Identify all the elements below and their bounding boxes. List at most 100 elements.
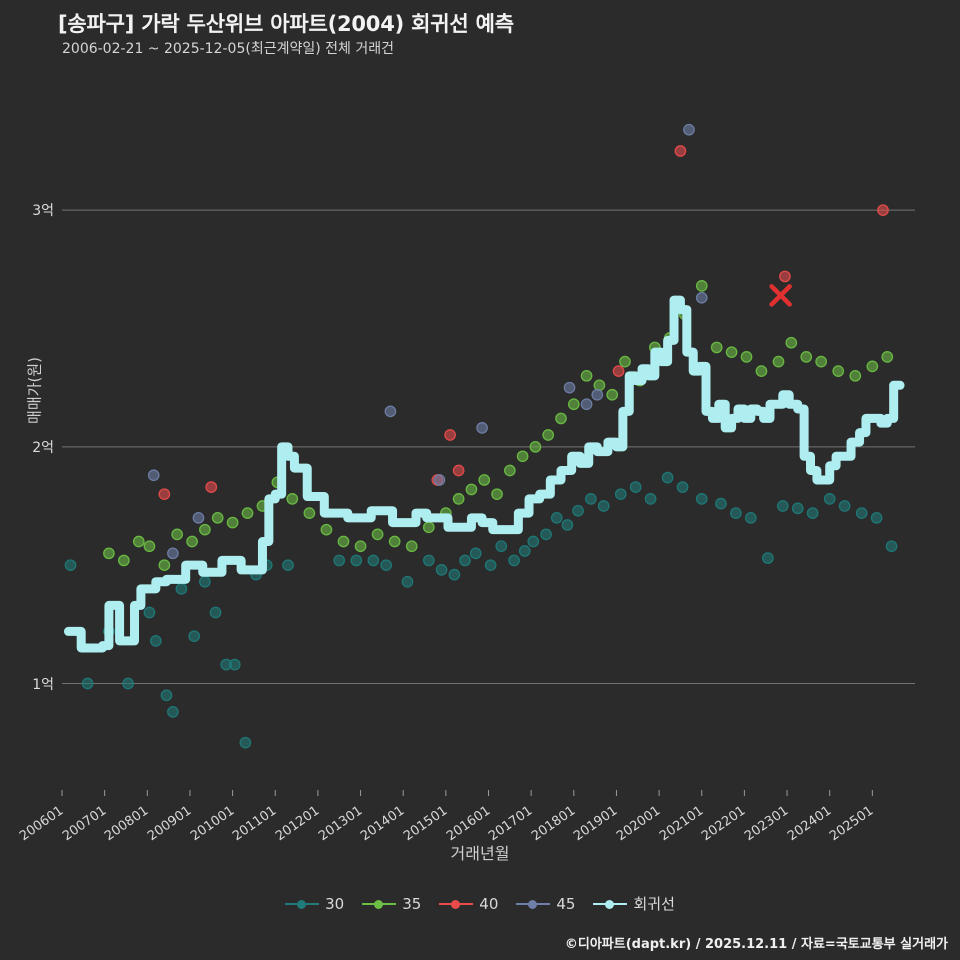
data-point xyxy=(241,507,254,519)
footer-credit: ©디아파트(dapt.kr) / 2025.12.11 / 자료=국토교통부 실… xyxy=(564,937,948,952)
data-point xyxy=(384,405,397,418)
legend-dot xyxy=(297,899,307,909)
data-point xyxy=(484,559,497,572)
data-point xyxy=(459,554,471,567)
legend-dot xyxy=(605,899,615,909)
data-point xyxy=(132,535,145,548)
data-point xyxy=(354,540,367,553)
data-point xyxy=(838,500,851,512)
data-point xyxy=(614,488,627,501)
legend-marker-icon xyxy=(516,897,551,911)
data-point xyxy=(371,528,384,541)
data-point xyxy=(785,336,798,349)
data-point xyxy=(143,540,156,553)
highlight-stroke xyxy=(769,284,792,307)
data-point xyxy=(710,341,723,354)
data-point xyxy=(877,204,889,217)
data-point xyxy=(333,554,346,567)
data-point xyxy=(730,507,742,519)
data-point xyxy=(885,540,898,553)
data-point xyxy=(103,547,115,560)
data-point xyxy=(186,535,198,548)
data-point xyxy=(303,507,316,519)
legend-dot xyxy=(374,899,384,909)
data-point xyxy=(143,606,156,619)
data-point xyxy=(779,270,791,283)
data-point xyxy=(619,355,631,368)
legend-item-회귀선[interactable]: 회귀선 xyxy=(593,893,675,914)
legend-item-35[interactable]: 35 xyxy=(362,895,421,913)
data-point xyxy=(629,481,642,493)
data-point xyxy=(563,381,576,394)
data-point xyxy=(448,568,461,581)
data-point xyxy=(350,554,363,567)
data-point xyxy=(435,564,448,576)
data-point xyxy=(444,429,456,441)
data-point xyxy=(337,535,350,548)
data-point xyxy=(286,493,299,505)
data-point xyxy=(725,346,738,359)
series-45 xyxy=(147,123,708,560)
data-point xyxy=(405,540,418,553)
page-subtitle: 2006-02-21 ~ 2025-12-05(최근계약일) 전체 거래건 xyxy=(62,41,394,57)
data-point xyxy=(401,575,414,588)
data-point xyxy=(585,493,597,505)
data-point xyxy=(540,528,552,541)
data-point xyxy=(715,497,727,510)
legend-marker-icon xyxy=(439,897,474,911)
legend-dot xyxy=(528,899,538,909)
data-point xyxy=(591,388,604,401)
data-point xyxy=(644,493,657,505)
legend-dot xyxy=(451,899,461,909)
data-point xyxy=(282,559,294,572)
data-point xyxy=(452,493,465,505)
data-point xyxy=(695,291,708,304)
data-point xyxy=(567,398,580,411)
data-point xyxy=(855,507,868,519)
data-point xyxy=(550,511,563,524)
page-title: [송파구] 가락 두산위브 아파트(2004) 회귀선 예측 xyxy=(58,12,514,36)
data-point xyxy=(529,440,542,453)
data-point xyxy=(580,398,593,411)
highlight-marker-icon xyxy=(769,284,792,307)
data-point xyxy=(367,554,380,567)
data-point xyxy=(676,481,689,493)
data-point xyxy=(612,365,625,377)
data-point xyxy=(695,493,708,505)
data-point xyxy=(572,504,584,517)
data-point xyxy=(800,351,813,363)
data-point xyxy=(823,493,836,505)
data-point xyxy=(740,351,753,363)
data-point xyxy=(762,552,774,564)
data-point xyxy=(561,519,574,531)
data-point xyxy=(849,369,862,382)
x-axis-title: 거래년월 xyxy=(450,844,510,863)
data-point xyxy=(422,521,435,534)
data-point xyxy=(478,474,491,486)
legend-item-40[interactable]: 40 xyxy=(439,895,498,913)
data-point xyxy=(542,429,555,441)
legend-item-30[interactable]: 30 xyxy=(285,895,344,913)
data-point xyxy=(117,554,130,567)
data-point xyxy=(167,547,179,560)
series-30 xyxy=(64,471,898,749)
data-point xyxy=(606,388,619,401)
data-point xyxy=(209,606,222,619)
data-point xyxy=(683,123,695,136)
legend-label: 45 xyxy=(556,894,576,913)
data-point xyxy=(806,507,819,519)
legend-item-45[interactable]: 45 xyxy=(516,895,575,913)
data-point xyxy=(171,528,184,541)
data-point xyxy=(772,355,785,368)
y-axis-tick-label: 2억 xyxy=(32,439,54,456)
data-point xyxy=(776,500,789,512)
data-point xyxy=(160,689,173,702)
data-point xyxy=(832,365,845,377)
data-point xyxy=(791,502,804,515)
y-axis-title: 매매가(원) xyxy=(25,357,44,424)
data-point xyxy=(580,369,593,382)
data-point xyxy=(199,575,211,588)
y-axis-tick-label: 3억 xyxy=(32,203,54,220)
legend-label: 30 xyxy=(325,894,345,913)
